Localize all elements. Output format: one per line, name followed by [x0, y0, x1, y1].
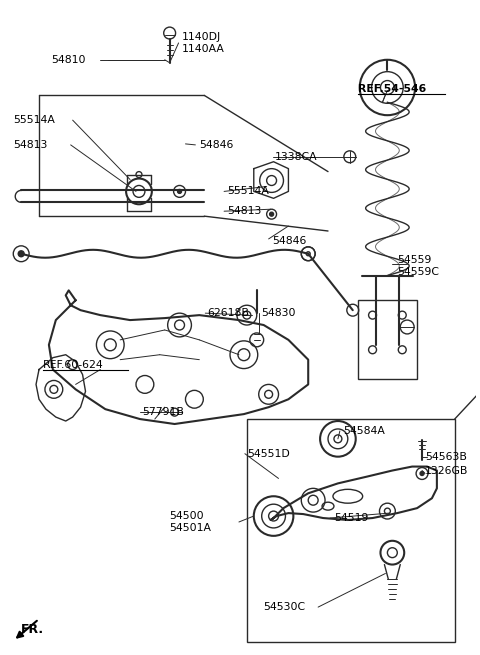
Text: 54559: 54559 — [397, 255, 432, 265]
Text: 1338CA: 1338CA — [275, 152, 317, 162]
Text: 54551D: 54551D — [247, 449, 289, 458]
Text: FR.: FR. — [21, 624, 44, 637]
Text: 55514A: 55514A — [227, 187, 269, 196]
Text: 1140AA: 1140AA — [181, 44, 225, 54]
Text: 54501A: 54501A — [169, 523, 212, 533]
Text: 54846: 54846 — [199, 140, 234, 150]
Text: 54559C: 54559C — [397, 267, 439, 276]
Text: 54846: 54846 — [273, 236, 307, 246]
Text: 1326GB: 1326GB — [425, 466, 468, 476]
Bar — [358, 300, 417, 379]
Text: 54563B: 54563B — [425, 452, 467, 462]
Text: 54813: 54813 — [227, 206, 262, 216]
Text: 54813: 54813 — [13, 140, 48, 150]
Circle shape — [18, 251, 24, 257]
Text: 62618B: 62618B — [207, 308, 249, 318]
Text: 1140DJ: 1140DJ — [181, 32, 221, 42]
Text: 54519: 54519 — [334, 513, 368, 523]
Text: 57791B: 57791B — [142, 407, 184, 417]
Text: 55514A: 55514A — [13, 115, 55, 125]
Circle shape — [420, 472, 424, 476]
Text: 54500: 54500 — [169, 511, 204, 521]
Text: REF.54-546: REF.54-546 — [358, 84, 426, 94]
Text: REF.60-624: REF.60-624 — [43, 360, 104, 369]
Text: 54830: 54830 — [261, 308, 295, 318]
Bar — [247, 419, 455, 642]
Text: 54810: 54810 — [51, 55, 85, 65]
Circle shape — [178, 189, 181, 193]
Circle shape — [270, 212, 274, 216]
Text: 54530C: 54530C — [264, 602, 306, 612]
Text: 54584A: 54584A — [343, 426, 385, 436]
